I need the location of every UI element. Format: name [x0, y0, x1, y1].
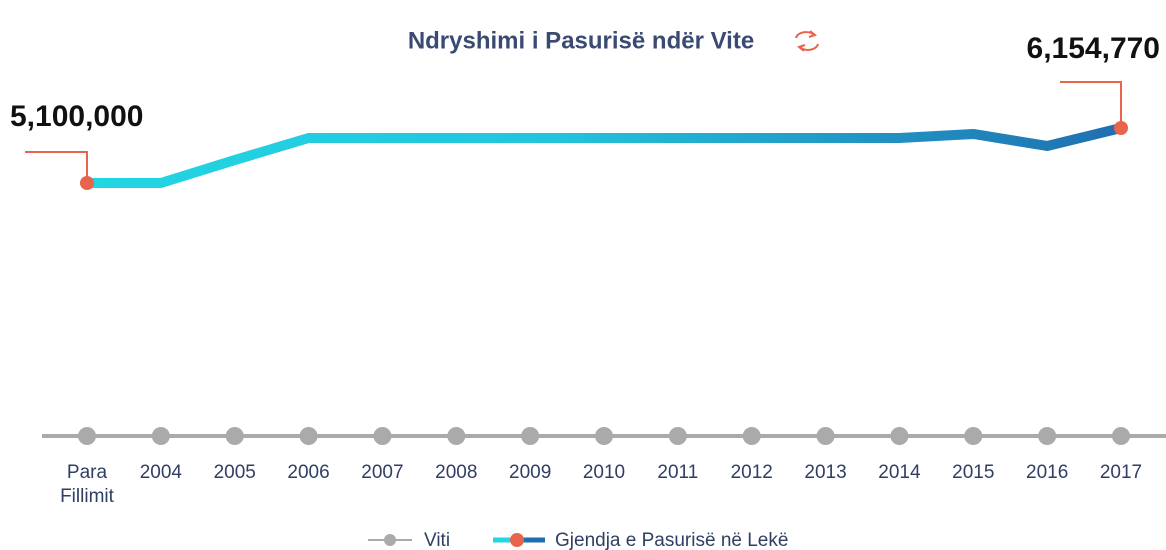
x-tick-label: 2009 [509, 462, 552, 483]
legend-label: Viti [424, 530, 450, 550]
x-tick-label: 2010 [582, 462, 626, 483]
legend-dot [510, 533, 524, 547]
callout-line [25, 151, 88, 183]
x-tick-label: 2011 [657, 462, 699, 483]
legend-axis-dot [384, 534, 396, 546]
timeline-dot [1112, 427, 1130, 445]
callout-line [1060, 81, 1122, 128]
timeline-dot [595, 427, 613, 445]
timeline-dot [964, 427, 983, 445]
x-tick-label: 2005 [213, 462, 256, 483]
timeline-dot [373, 427, 392, 445]
x-tick-label: 2016 [1026, 462, 1069, 483]
legend-label: Gjendja e Pasurisë në Lekë [555, 530, 788, 550]
x-tick-label: 2008 [435, 462, 478, 483]
x-tick-label: Para Fillimit [60, 462, 114, 507]
x-tick-label: 2012 [730, 462, 773, 483]
point [1114, 121, 1128, 135]
refresh-icon [795, 30, 819, 52]
chart-title: Ndryshimi i Pasurisë ndër Vite [408, 27, 754, 54]
data-label: 5,100,000 [10, 100, 143, 133]
x-tick-label: 2004 [139, 462, 182, 483]
timeline-dot [78, 427, 96, 445]
line [87, 123, 1123, 188]
timeline-dot [890, 427, 909, 445]
timeline-dot [151, 427, 170, 445]
timeline-dot [668, 427, 687, 445]
timeline-dot [816, 427, 835, 445]
timeline-dot [225, 427, 244, 445]
timeline-dot [1038, 427, 1057, 445]
x-tick-label: 2017 [1099, 462, 1143, 483]
timeline-dot [299, 427, 318, 445]
timeline-dot [521, 427, 540, 445]
data-label: 6,154,770 [1027, 32, 1160, 65]
x-tick-label: 2007 [361, 462, 404, 483]
x-tick-label: 2013 [804, 462, 847, 483]
timeline-dot [447, 427, 466, 445]
point [80, 176, 94, 190]
x-tick-label: 2015 [952, 462, 995, 483]
x-tick-label: 2006 [287, 462, 330, 483]
timeline-dot [742, 427, 761, 445]
x-tick-label: 2014 [878, 462, 921, 483]
